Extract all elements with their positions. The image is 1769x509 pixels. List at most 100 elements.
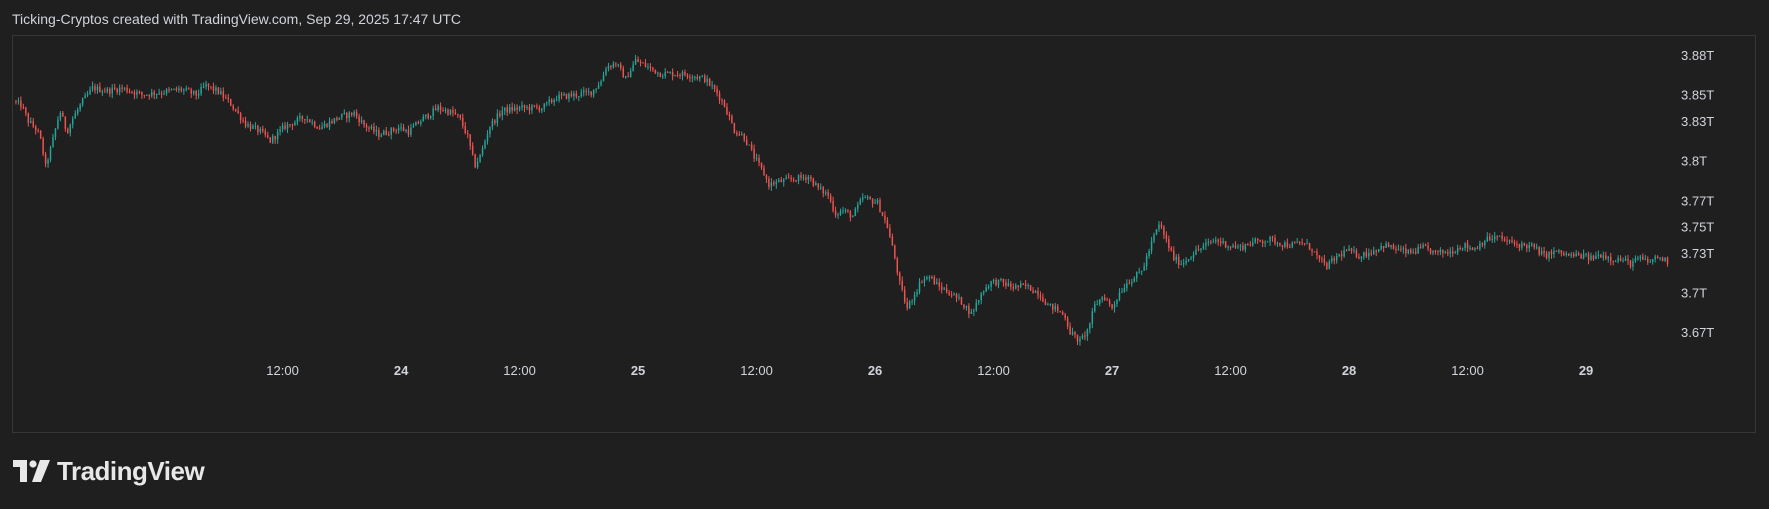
candle-body xyxy=(202,86,205,88)
candle-body xyxy=(903,289,906,302)
candle-body xyxy=(128,91,131,93)
candle-body xyxy=(950,295,953,297)
candle-body xyxy=(1380,245,1382,250)
candle-body xyxy=(1397,248,1400,250)
candle-body xyxy=(662,76,664,78)
candle-body xyxy=(15,101,17,103)
candle-body xyxy=(1022,283,1024,285)
candle-body xyxy=(422,116,425,122)
candle-body xyxy=(731,116,733,124)
candle-body xyxy=(496,113,499,123)
candle-body xyxy=(1651,259,1654,262)
candle-body xyxy=(1155,229,1158,235)
chart-frame: 3.88T 3.85T 3.83T 3.8T 3.77T 3.75T 3.73T 3.7T 3.… xyxy=(12,35,1756,433)
candle-body xyxy=(1580,254,1582,259)
candle-body xyxy=(1298,242,1301,244)
candle-body xyxy=(348,112,350,119)
candle-body xyxy=(392,128,395,131)
candlestick-chart[interactable]: 3.88T 3.85T 3.83T 3.8T 3.77T 3.75T 3.73T 3.7T 3.… xyxy=(13,36,1757,434)
candle-body xyxy=(1624,258,1627,261)
candle-body xyxy=(207,83,210,87)
candle-body xyxy=(1474,248,1476,250)
candle-body xyxy=(770,182,773,187)
candle-body xyxy=(37,130,39,132)
candle-body xyxy=(810,176,812,179)
candle-body xyxy=(170,89,173,91)
candle-body xyxy=(1666,257,1669,264)
x-axis-tick-label: 25 xyxy=(631,363,645,378)
candle-body xyxy=(968,306,970,314)
candle-body xyxy=(1002,278,1005,283)
candle-body xyxy=(1382,245,1385,248)
candle-body xyxy=(1516,243,1518,245)
candle-body xyxy=(1619,258,1622,261)
candle-body xyxy=(210,86,212,88)
candle-body xyxy=(1390,244,1392,248)
candle-body xyxy=(1375,250,1377,252)
candle-body xyxy=(1395,248,1397,250)
candle-body xyxy=(1484,241,1486,246)
candle-body xyxy=(153,92,155,95)
candle-body xyxy=(101,91,104,93)
candle-body xyxy=(1498,235,1501,237)
candle-body xyxy=(642,62,644,64)
candle-body xyxy=(1163,226,1165,235)
candle-body xyxy=(627,76,629,78)
candle-body xyxy=(1207,241,1210,243)
candle-body xyxy=(795,180,797,182)
candle-body xyxy=(965,306,968,308)
candle-body xyxy=(148,94,151,97)
candle-body xyxy=(158,93,160,95)
candle-body xyxy=(839,211,842,215)
candle-body xyxy=(815,183,817,186)
candle-body xyxy=(30,121,32,123)
candle-body xyxy=(1237,246,1239,248)
candle-body xyxy=(639,61,642,63)
candle-body xyxy=(990,281,992,287)
candle-body xyxy=(1017,285,1019,288)
candle-body xyxy=(291,124,294,126)
candle-body xyxy=(1610,256,1612,261)
candle-body xyxy=(780,179,782,183)
candle-body xyxy=(1555,250,1558,252)
candle-body xyxy=(1444,252,1447,254)
candle-body xyxy=(1049,303,1052,305)
candle-body xyxy=(1010,283,1012,288)
candle-body xyxy=(326,123,328,127)
candle-body xyxy=(1592,255,1595,260)
candle-body xyxy=(1612,260,1614,262)
candle-body xyxy=(587,91,590,93)
candle-body xyxy=(550,99,553,103)
candle-body xyxy=(1434,250,1437,252)
candle-body xyxy=(74,113,76,119)
candle-body xyxy=(1632,261,1634,267)
candle-body xyxy=(1116,299,1118,304)
candle-body xyxy=(943,288,945,290)
candle-body xyxy=(230,99,232,106)
candle-body xyxy=(192,90,195,94)
candle-body xyxy=(1069,326,1071,335)
candle-body xyxy=(375,130,378,132)
candle-body xyxy=(328,121,331,127)
candle-body xyxy=(318,128,321,130)
candle-body xyxy=(22,107,25,109)
candle-body xyxy=(175,88,178,91)
x-axis-tick-label: 12:00 xyxy=(740,363,773,378)
candle-body xyxy=(1276,243,1279,245)
candle-body xyxy=(812,178,815,186)
x-axis-tick-label: 12:00 xyxy=(1214,363,1247,378)
candle-body xyxy=(523,105,526,108)
candle-body xyxy=(785,177,787,180)
candle-body xyxy=(931,277,933,279)
candle-body xyxy=(1108,300,1111,305)
x-axis-tick-label: 12:00 xyxy=(1451,363,1484,378)
candle-body xyxy=(47,159,49,164)
candle-body xyxy=(827,192,829,196)
candle-body xyxy=(1508,240,1511,242)
candle-body xyxy=(679,75,681,77)
candle-body xyxy=(1192,254,1195,258)
candle-body xyxy=(183,89,185,91)
candle-body xyxy=(501,110,504,116)
candle-body xyxy=(160,93,163,95)
candle-body xyxy=(637,59,639,62)
